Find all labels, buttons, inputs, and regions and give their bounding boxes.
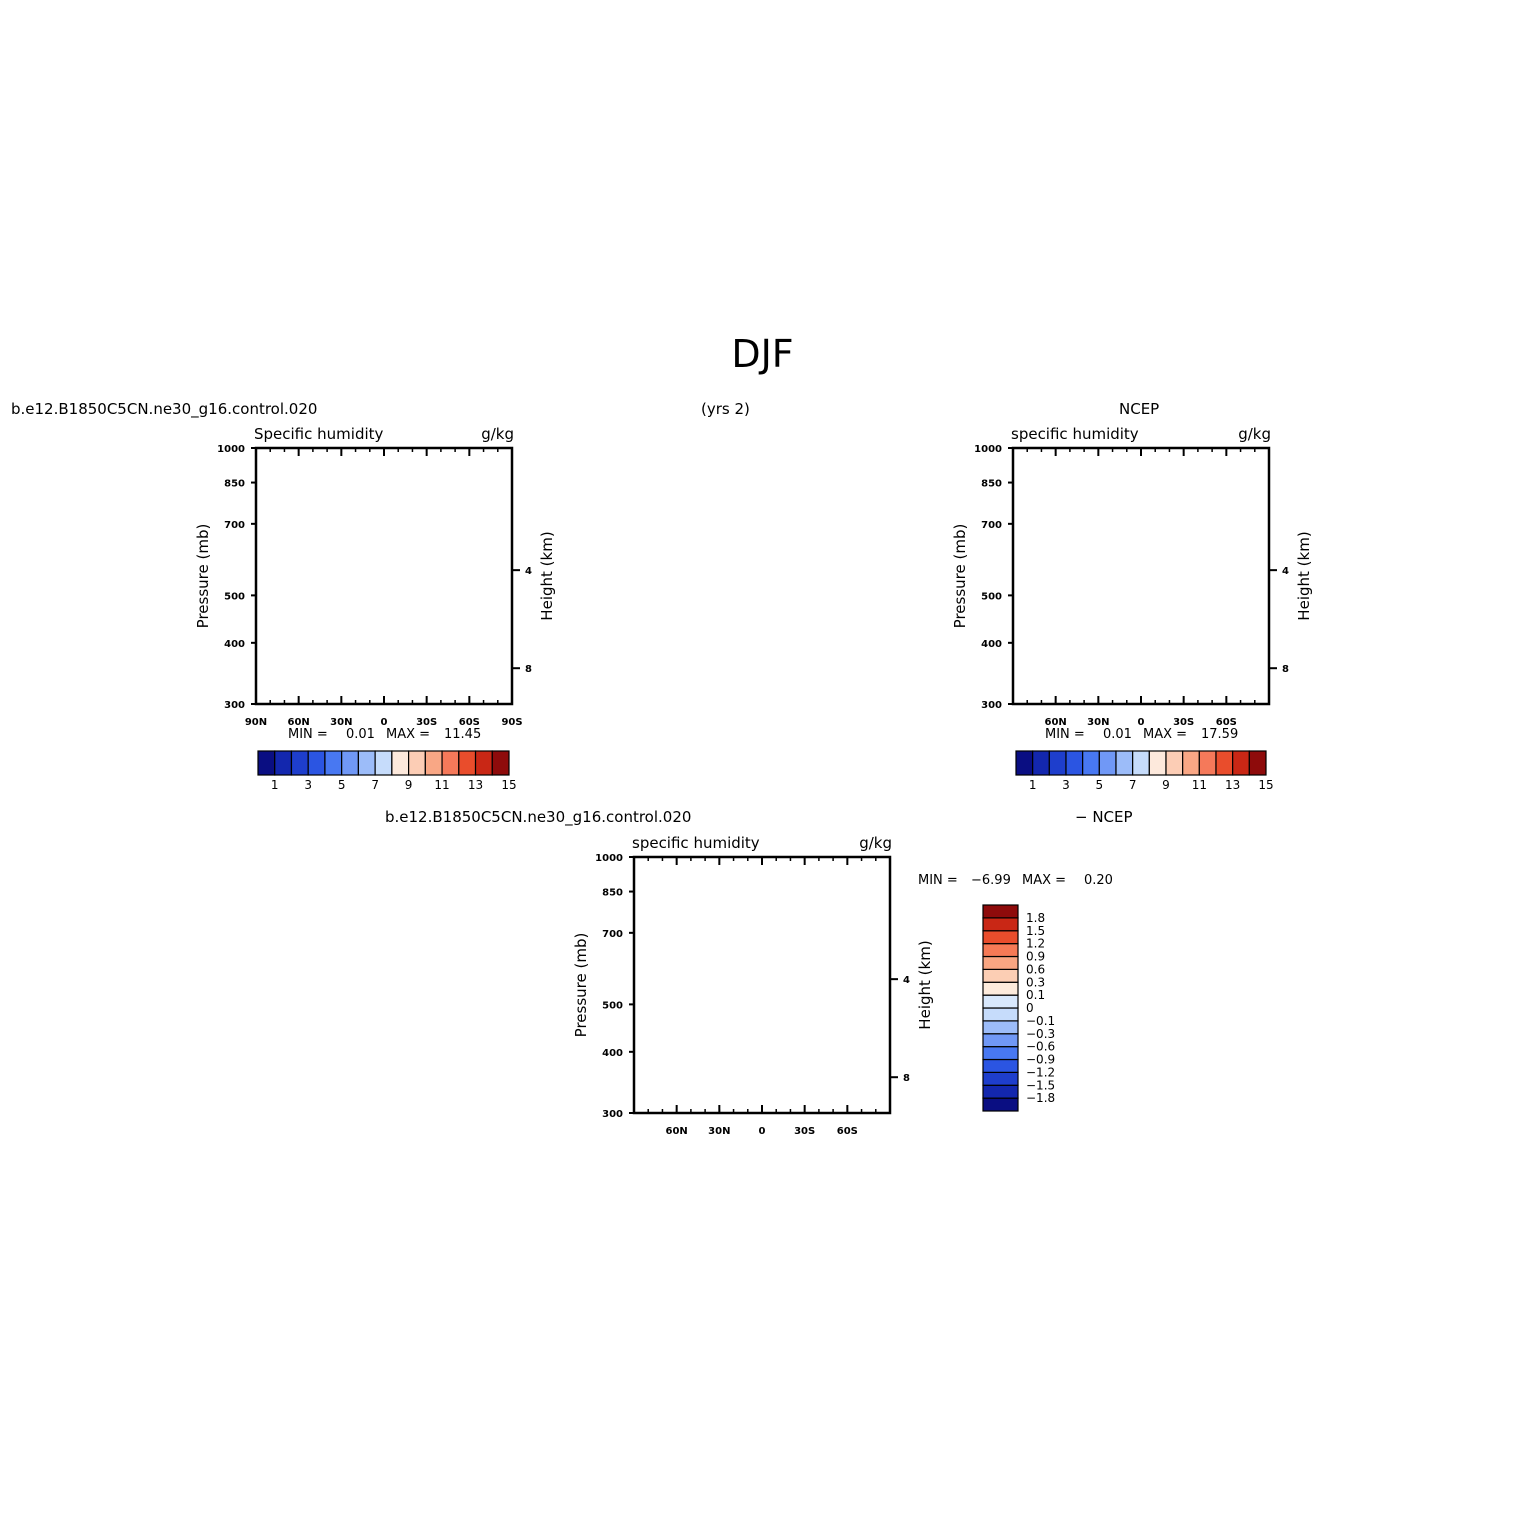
colorbar-tick-label: 11 [434, 778, 449, 792]
y-tick-label: 850 [224, 479, 245, 490]
colorbar-model: 1 3 5 7 9 11 13 15 [257, 750, 517, 792]
colorbar-tick-label: 7 [371, 778, 379, 792]
subtitle-units-model: g/kg [481, 425, 514, 443]
right-tick-label: 8 [525, 664, 532, 675]
x-tick-label: 0 [381, 717, 388, 728]
stats-min-value: 0.01 [346, 727, 375, 742]
stats-max-label: MAX = [386, 727, 430, 742]
colorbar-tick-label: 13 [468, 778, 483, 792]
x-tick-label: 30N [330, 717, 352, 728]
y-axis-label-model: Pressure (mb) [194, 524, 212, 629]
x-tick-label: 90S [501, 717, 522, 728]
colorbar-box [491, 750, 510, 776]
plot-frame-model [254, 446, 514, 706]
diff-case-name: b.e12.B1850C5CN.ne30_g16.control.020 [385, 808, 692, 826]
y-tick-label: 500 [224, 591, 245, 602]
y-tick-label: 1000 [217, 444, 245, 455]
colorbar-box [458, 750, 477, 776]
colorbar-tick-label: 9 [405, 778, 413, 792]
colorbar-tick-label: 3 [304, 778, 312, 792]
diff-obs-name: − NCEP [1075, 808, 1133, 826]
stats-min-label: MIN = [288, 727, 328, 742]
x-tick-label: 30S [416, 717, 437, 728]
colorbar-tick-label: 1 [271, 778, 279, 792]
colorbar-box [290, 750, 309, 776]
colorbar-box [441, 750, 460, 776]
y-tick-label: 300 [224, 700, 245, 711]
colorbar-box [307, 750, 326, 776]
x-tick-label: 60S [459, 717, 480, 728]
colorbar-box [424, 750, 443, 776]
colorbar-tick-label: 5 [338, 778, 346, 792]
colorbar-box [324, 750, 343, 776]
colorbar-box [341, 750, 359, 776]
years-label: (yrs 2) [701, 400, 750, 418]
y-tick-label: 700 [224, 520, 245, 531]
colorbar-box [474, 750, 493, 776]
colorbar-box [391, 750, 410, 776]
panel-model: Specific humidity g/kg 90N 60N 30N 0 30S 60S 90S… [194, 425, 556, 792]
colorbar-box [274, 750, 293, 776]
figure-title: DJF [731, 332, 794, 376]
right-axis-label-model: Height (km) [538, 531, 556, 620]
right-tick-label: 4 [525, 566, 532, 577]
obs-name: NCEP [1119, 400, 1160, 418]
colorbar-box [357, 750, 376, 776]
x-tick-label: 60N [288, 717, 310, 728]
y-tick-label: 400 [224, 639, 245, 650]
subtitle-left-model: Specific humidity [254, 425, 384, 443]
model-case-name: b.e12.B1850C5CN.ne30_g16.control.020 [11, 400, 318, 418]
colorbar-box [408, 750, 426, 776]
colorbar-box [257, 750, 276, 776]
x-tick-label: 90N [245, 717, 267, 728]
stats-max-value: 11.45 [444, 727, 481, 742]
colorbar-tick-label: 15 [501, 778, 516, 792]
colorbar-box [374, 750, 393, 776]
